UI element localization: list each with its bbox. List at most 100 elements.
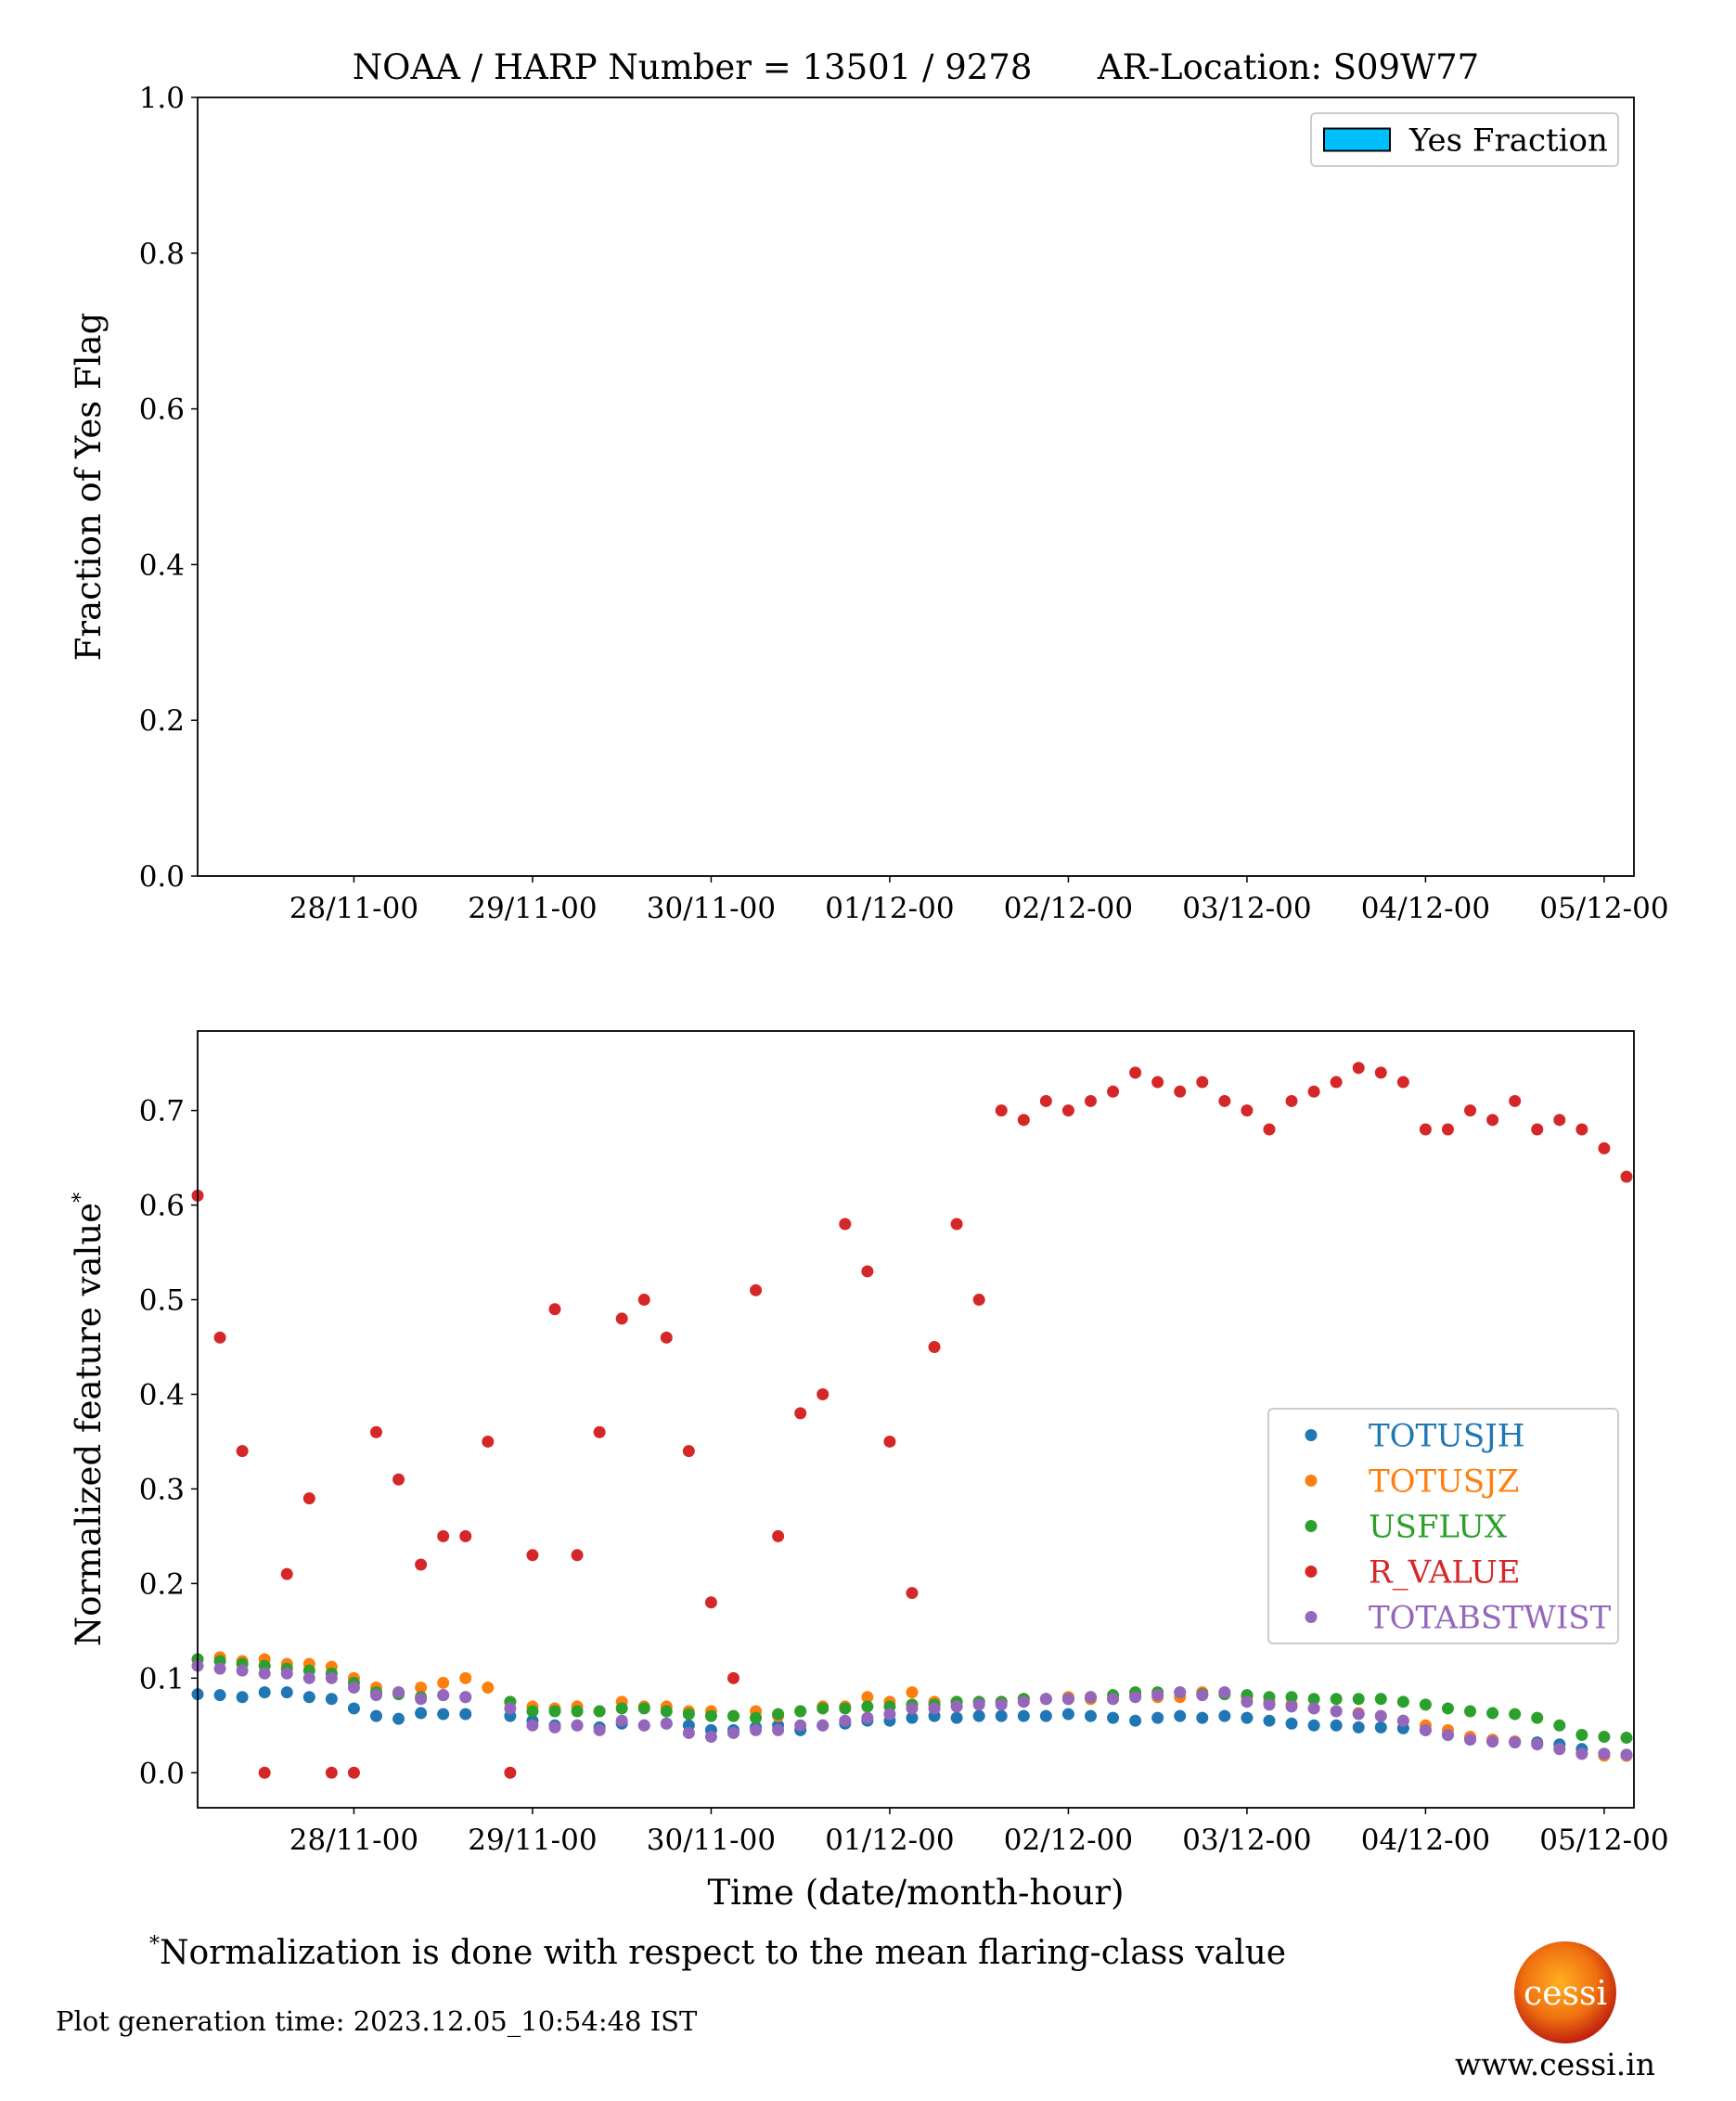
x-tick-label: 01/12-00 [825, 1824, 954, 1857]
point [1598, 1747, 1611, 1760]
point [1039, 1094, 1052, 1107]
x-tick-label: 05/12-00 [1539, 1824, 1668, 1857]
point [1575, 1747, 1588, 1760]
x-tick-label: 04/12-00 [1361, 892, 1490, 925]
point [772, 1529, 785, 1542]
point [1107, 1693, 1120, 1706]
point [995, 1104, 1008, 1117]
point [593, 1425, 606, 1438]
y-tick-label: 0.1 [139, 1662, 185, 1695]
y-tick-label: 1.0 [139, 82, 185, 115]
logo-url: www.cessi.in [1455, 2046, 1655, 2082]
point [1464, 1104, 1477, 1117]
point [750, 1711, 763, 1724]
point [1084, 1709, 1097, 1722]
point [1307, 1085, 1320, 1098]
legend-box [1267, 1408, 1619, 1644]
point [1017, 1695, 1030, 1708]
point [1419, 1698, 1432, 1711]
point [1464, 1705, 1477, 1718]
point [415, 1682, 428, 1695]
point [415, 1707, 428, 1720]
point [1307, 1702, 1320, 1715]
legend-label: TOTABSTWIST [1369, 1600, 1612, 1637]
x-tick-label: 02/12-00 [1004, 1824, 1133, 1857]
point [1374, 1693, 1387, 1706]
x-tick-label: 01/12-00 [825, 892, 954, 925]
point [750, 1283, 763, 1296]
point [1620, 1170, 1633, 1183]
point [415, 1693, 428, 1706]
point [1575, 1123, 1588, 1136]
point [1307, 1719, 1320, 1732]
point [1129, 1066, 1142, 1079]
point [1330, 1719, 1343, 1732]
footnote: *Normalization is done with respect to t… [149, 1933, 1286, 1972]
x-tick-label: 03/12-00 [1182, 892, 1311, 925]
point [459, 1529, 472, 1542]
point [1039, 1709, 1052, 1722]
x-tick-label: 03/12-00 [1182, 1824, 1311, 1857]
point [1531, 1123, 1544, 1136]
point [861, 1265, 874, 1278]
logo-sun [1514, 1941, 1616, 2043]
point [861, 1691, 874, 1704]
point [1575, 1728, 1588, 1741]
point [1598, 1141, 1611, 1154]
x-tick-label: 29/11-00 [468, 892, 597, 925]
point [1241, 1695, 1254, 1708]
x-tick-label: 04/12-00 [1361, 1824, 1490, 1857]
point [548, 1303, 561, 1316]
point [1084, 1094, 1097, 1107]
point [794, 1719, 807, 1732]
legend-marker [1305, 1611, 1318, 1623]
point [369, 1709, 382, 1722]
point [1330, 1076, 1343, 1089]
point [1509, 1708, 1522, 1721]
point [302, 1492, 315, 1505]
y-tick-label: 0.0 [139, 1757, 185, 1790]
point [1374, 1709, 1387, 1722]
point [972, 1294, 985, 1307]
point [571, 1705, 584, 1718]
point [302, 1671, 315, 1684]
point [1509, 1736, 1522, 1749]
point [280, 1667, 293, 1680]
point [236, 1691, 249, 1704]
point [727, 1709, 739, 1722]
y-tick-label: 0.8 [139, 238, 185, 271]
point [415, 1558, 428, 1571]
point [593, 1723, 606, 1736]
chart-title: NOAA / HARP Number = 13501 / 9278 AR-Loc… [353, 47, 1479, 87]
point [637, 1702, 650, 1715]
legend-marker [1305, 1475, 1318, 1487]
point [794, 1705, 807, 1718]
point [704, 1709, 717, 1722]
x-tick-label: 28/11-00 [289, 1824, 418, 1857]
point [704, 1731, 717, 1744]
point [482, 1682, 495, 1695]
point [1441, 1702, 1454, 1715]
point [347, 1682, 360, 1695]
axes-frame [197, 1030, 1635, 1809]
point [1061, 1693, 1074, 1706]
legend-box [1310, 112, 1619, 167]
point [1174, 1709, 1187, 1722]
point [1174, 1085, 1187, 1098]
point [950, 1218, 963, 1231]
point [369, 1425, 382, 1438]
point [1263, 1698, 1276, 1711]
logo-text: cessi [1524, 1975, 1607, 2013]
point [660, 1717, 673, 1730]
point [1151, 1076, 1164, 1089]
point [1017, 1114, 1030, 1127]
point [660, 1331, 673, 1344]
legend-label: Yes Fraction [1408, 122, 1608, 160]
point [1374, 1066, 1387, 1079]
point [1084, 1691, 1097, 1704]
point [772, 1708, 785, 1721]
legend-label: TOTUSJH [1369, 1418, 1524, 1455]
point [906, 1702, 919, 1715]
point [1352, 1693, 1365, 1706]
legend-marker [1305, 1566, 1318, 1578]
